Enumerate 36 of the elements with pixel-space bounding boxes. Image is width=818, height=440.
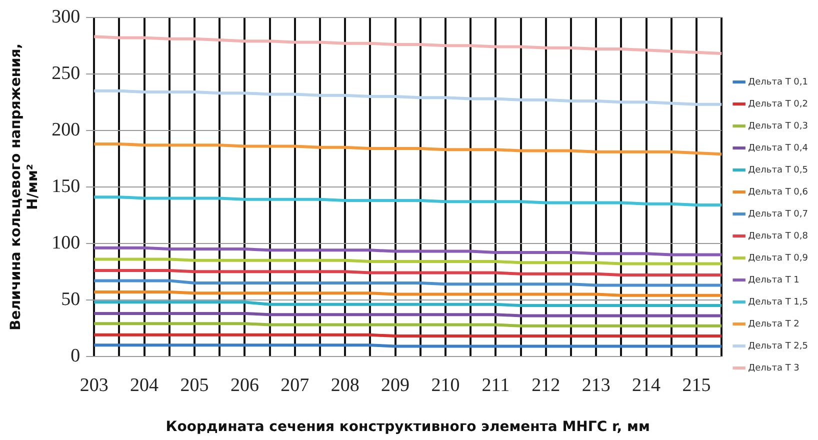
legend-label: Дельта Т 0,7 [748, 209, 808, 220]
y-axis-title: Величина кольцевого напряжения, Н/мм² [8, 43, 41, 330]
x-tick-label: 213 [582, 374, 610, 396]
y-tick-label: 250 [52, 62, 80, 84]
legend-label: Дельта Т 3 [748, 363, 800, 374]
legend-label: Дельта Т 0,4 [748, 143, 808, 154]
x-tick-label: 211 [482, 374, 510, 396]
x-tick-label: 208 [330, 374, 360, 396]
x-tick-label: 205 [180, 374, 209, 396]
y-tick-label: 0 [70, 345, 80, 366]
y-tick-label: 50 [61, 288, 80, 310]
x-axis-title: Координата сечения конструктивного элемента МНГС r, мм [166, 419, 650, 436]
legend-label: Дельта Т 1,5 [748, 297, 808, 308]
y-tick-label: 100 [52, 232, 80, 254]
x-tick-label: 204 [130, 374, 160, 396]
legend-label: Дельта Т 0,8 [748, 231, 808, 242]
x-tick-label: 209 [381, 374, 410, 396]
y-tick-label: 300 [52, 6, 80, 28]
x-tick-label: 203 [80, 374, 108, 396]
legend-label: Дельта Т 2 [748, 319, 800, 330]
x-tick-label: 214 [632, 374, 662, 396]
y-tick-label: 200 [52, 119, 80, 140]
legend-label: Дельта Т 0,1 [748, 77, 808, 88]
y-tick-label: 150 [52, 176, 80, 197]
legend-label: Дельта Т 2,5 [748, 341, 808, 352]
legend-label: Дельта Т 1 [748, 275, 800, 286]
legend-label: Дельта Т 0,5 [748, 165, 808, 176]
legend-label: Дельта Т 0,6 [748, 187, 808, 198]
legend-label: Дельта Т 0,2 [748, 99, 808, 110]
x-tick-label: 212 [532, 374, 560, 396]
x-tick-label: 215 [682, 374, 711, 396]
x-tick-label: 207 [280, 374, 310, 396]
legend-label: Дельта Т 0,9 [748, 253, 808, 264]
x-tick-label: 206 [230, 374, 259, 396]
legend-label: Дельта Т 0,3 [748, 121, 808, 132]
x-tick-label: 210 [431, 374, 460, 396]
